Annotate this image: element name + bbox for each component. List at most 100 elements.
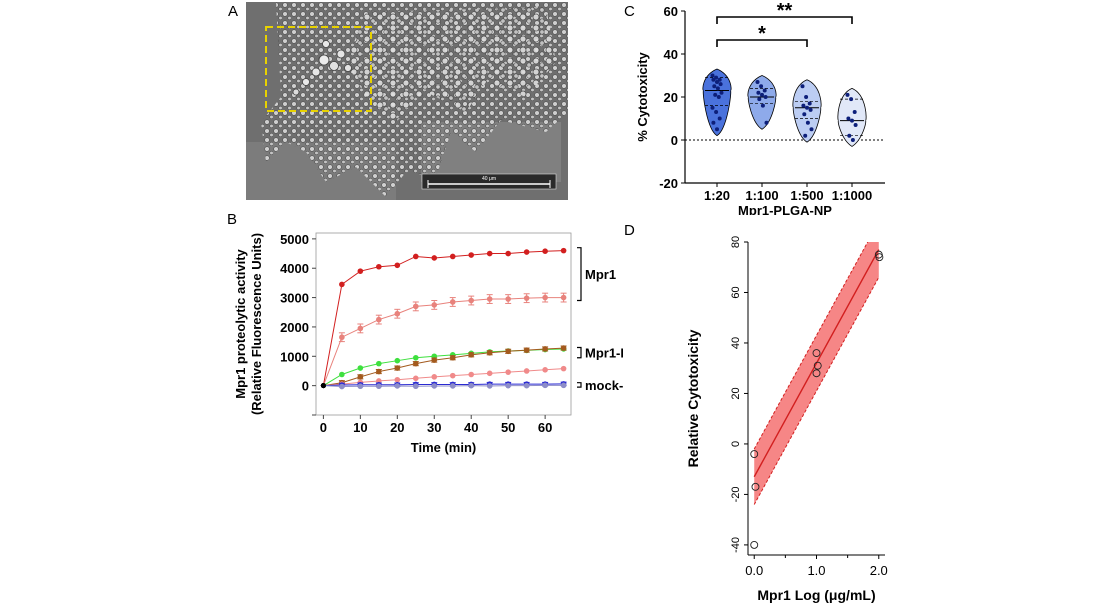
violin-2 [792, 79, 822, 143]
data-point [715, 86, 720, 91]
data-point [763, 95, 768, 99]
y-tick-label: 20 [730, 387, 742, 399]
panel-letter-d: D [624, 222, 635, 239]
data-point [523, 295, 530, 301]
data-point [339, 281, 345, 288]
data-point [802, 112, 807, 117]
data-point [542, 346, 548, 352]
bracket-label-0: Mpr1 [585, 267, 616, 282]
data-point [542, 382, 548, 389]
data-point [755, 79, 760, 84]
data-point [719, 90, 724, 95]
data-point [850, 118, 854, 123]
data-point [486, 250, 493, 257]
y-tick-label: 0 [671, 133, 678, 148]
data-point [394, 365, 401, 371]
data-point [376, 316, 382, 323]
series-line-6 [323, 384, 564, 388]
data-point [711, 120, 716, 125]
bracket-1 [577, 346, 582, 359]
violin-0 [702, 68, 732, 137]
data-point [505, 382, 511, 389]
data-point [560, 345, 567, 351]
data-point [468, 252, 475, 258]
chart-d: -40 -20 0 20 40 60 80 0.0 1.0 2.0 Mpr1 Log (μg/mL)… [685, 236, 888, 603]
bracket-2 [577, 382, 582, 388]
y-tick-label: 4000 [280, 261, 309, 276]
x-tick-label: 1:500 [790, 188, 823, 203]
data-point [412, 383, 419, 390]
data-point [760, 103, 765, 108]
data-point [394, 383, 401, 389]
data-point [449, 299, 456, 305]
data-point [715, 79, 719, 84]
data-point [431, 357, 438, 363]
data-point [523, 347, 530, 353]
y-tick-label: 0 [302, 379, 309, 394]
bracket-label-1: Mpr1-PNPs [585, 346, 623, 361]
data-point [759, 84, 764, 89]
y-tick-label: 20 [664, 90, 678, 105]
data-point [449, 372, 456, 379]
data-point [800, 84, 805, 89]
data-point [718, 82, 723, 87]
data-point [542, 248, 548, 254]
x-tick-label: 10 [353, 420, 367, 435]
data-point [505, 348, 511, 355]
data-point [560, 247, 567, 254]
data-point [801, 103, 806, 108]
data-point [710, 73, 715, 78]
series-line-5 [323, 383, 564, 387]
series-line-0 [322, 250, 564, 386]
x-tick-label: 0 [320, 420, 327, 435]
y-tick-label: 2000 [280, 320, 309, 335]
x-tick-label: 2.0 [870, 563, 888, 578]
data-point [431, 383, 438, 389]
data-point [505, 250, 511, 257]
data-point [710, 105, 715, 110]
data-point [431, 374, 438, 380]
y-tick-label: 80 [730, 236, 742, 248]
data-point [750, 450, 759, 458]
bracket-label-2: mock-PNPs [585, 378, 623, 393]
y-tick-label: 5000 [280, 232, 309, 247]
data-point [812, 349, 821, 358]
data-point [449, 383, 456, 389]
data-point [412, 375, 419, 382]
data-point [505, 369, 511, 375]
data-point [339, 334, 345, 341]
data-point [813, 361, 822, 370]
data-point [808, 107, 813, 112]
x-tick-label: 0.0 [745, 563, 763, 578]
panel-letter-b: B [227, 211, 238, 228]
data-point [357, 268, 364, 274]
data-point [412, 303, 419, 310]
data-point [412, 360, 419, 367]
data-point [751, 482, 760, 491]
data-point [486, 296, 493, 302]
data-point [523, 382, 530, 389]
data-point [714, 75, 719, 80]
chart-b: 0 1000 2000 3000 4000 5000 0 10 20 30 40 50 60 Time (… [233, 232, 623, 455]
data-point [845, 92, 850, 97]
data-point [757, 97, 762, 102]
data-point [357, 365, 364, 371]
series-line-1 [322, 297, 564, 386]
x-tick-label: 1:100 [745, 188, 778, 203]
data-point [717, 116, 722, 121]
data-point [805, 120, 810, 125]
x-axis-label: Mpr1 Log (μg/mL) [757, 587, 875, 603]
plot-area [753, 242, 880, 505]
data-point [357, 325, 364, 332]
confidence-band [754, 242, 879, 505]
data-point [560, 382, 567, 389]
data-point [542, 294, 548, 301]
band-upper [753, 242, 869, 450]
data-point [505, 296, 511, 302]
data-point [717, 77, 722, 82]
data-point [376, 368, 382, 375]
data-point [762, 88, 767, 93]
x-axis-label: Time (min) [411, 440, 477, 455]
data-point [812, 369, 821, 378]
violin-1 [747, 75, 777, 130]
